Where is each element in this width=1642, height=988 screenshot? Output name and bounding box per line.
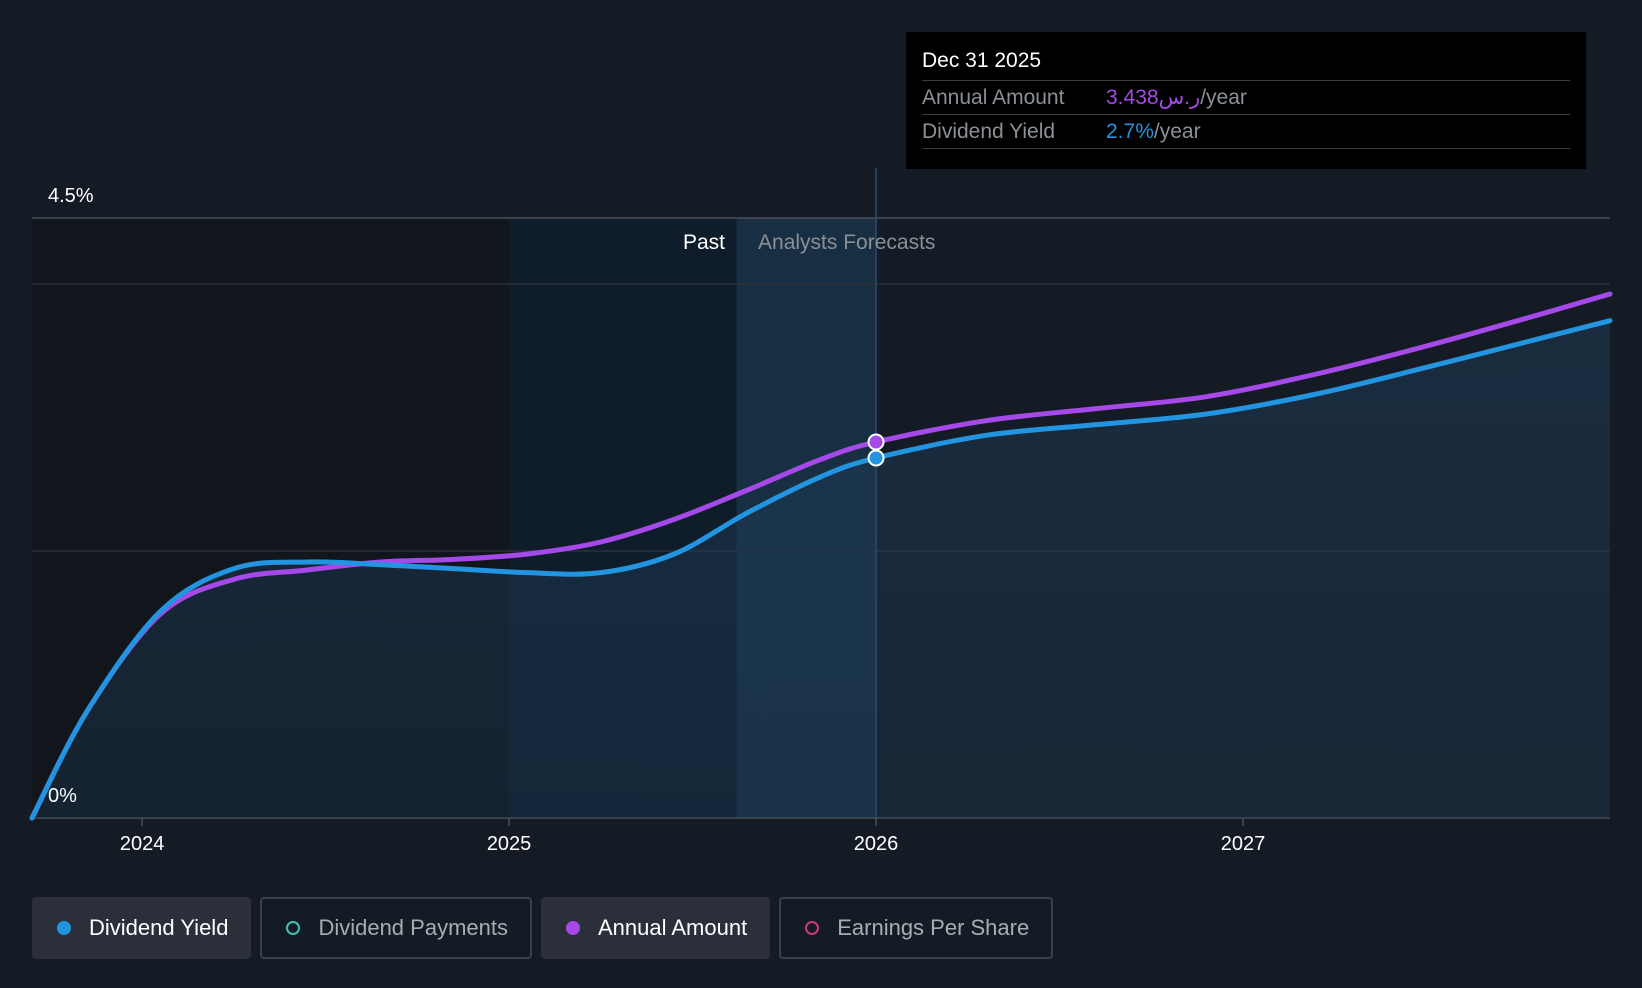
dividend-yield-marker xyxy=(867,449,885,467)
x-tick-label: 2027 xyxy=(1221,833,1266,855)
legend-dot-icon xyxy=(57,921,71,935)
x-tick-label: 2024 xyxy=(120,833,165,855)
tooltip-row-dividend-yield: Dividend Yield 2.7% /year xyxy=(922,114,1570,149)
tooltip-value: 2.7% xyxy=(1106,120,1154,143)
tooltip: Dec 31 2025 Annual Amount 3.438ر.س /year… xyxy=(906,32,1586,169)
annual-amount-line xyxy=(29,291,1613,821)
x-tick-label: 2025 xyxy=(487,833,532,855)
past-label: Past xyxy=(683,231,725,254)
legend-dividend-payments[interactable]: Dividend Payments xyxy=(260,897,532,959)
legend-dot-icon xyxy=(286,921,301,935)
tooltip-unit: /year xyxy=(1153,120,1201,143)
tooltip-label: Dividend Yield xyxy=(922,120,1056,143)
x-tick-label: 2026 xyxy=(854,833,899,855)
tooltip-value: 3.438ر.س xyxy=(1106,86,1201,109)
legend-label: Annual Amount xyxy=(597,915,748,940)
legend-label: Dividend Payments xyxy=(318,915,508,940)
tooltip-row-annual-amount: Annual Amount 3.438ر.س /year xyxy=(922,80,1570,114)
legend-dot-icon xyxy=(805,921,820,935)
legend-dot-icon xyxy=(565,921,580,935)
dividend-yield-line xyxy=(29,318,1613,821)
legend: Dividend Yield Dividend Payments Annual … xyxy=(32,897,1062,959)
legend-annual-amount[interactable]: Annual Amount xyxy=(540,897,771,959)
tooltip-unit: /year xyxy=(1200,86,1247,109)
legend-label: Dividend Yield xyxy=(89,915,229,940)
dividend-chart: 4.5% 0% Past Analysts Forecasts 2024 2025… xyxy=(29,168,1613,855)
dividend-yield-area xyxy=(32,320,1610,818)
legend-dividend-yield[interactable]: Dividend Yield xyxy=(32,897,252,959)
y-tick-bottom: 0% xyxy=(48,785,77,807)
annual-amount-marker xyxy=(867,433,885,451)
legend-earnings-per-share[interactable]: Earnings Per Share xyxy=(779,897,1054,959)
forecast-label: Analysts Forecasts xyxy=(758,231,935,254)
legend-label: Earnings Per Share xyxy=(837,915,1030,940)
tooltip-label: Annual Amount xyxy=(922,86,1065,109)
tooltip-date: Dec 31 2025 xyxy=(922,49,1042,72)
y-tick-top: 4.5% xyxy=(48,185,94,207)
